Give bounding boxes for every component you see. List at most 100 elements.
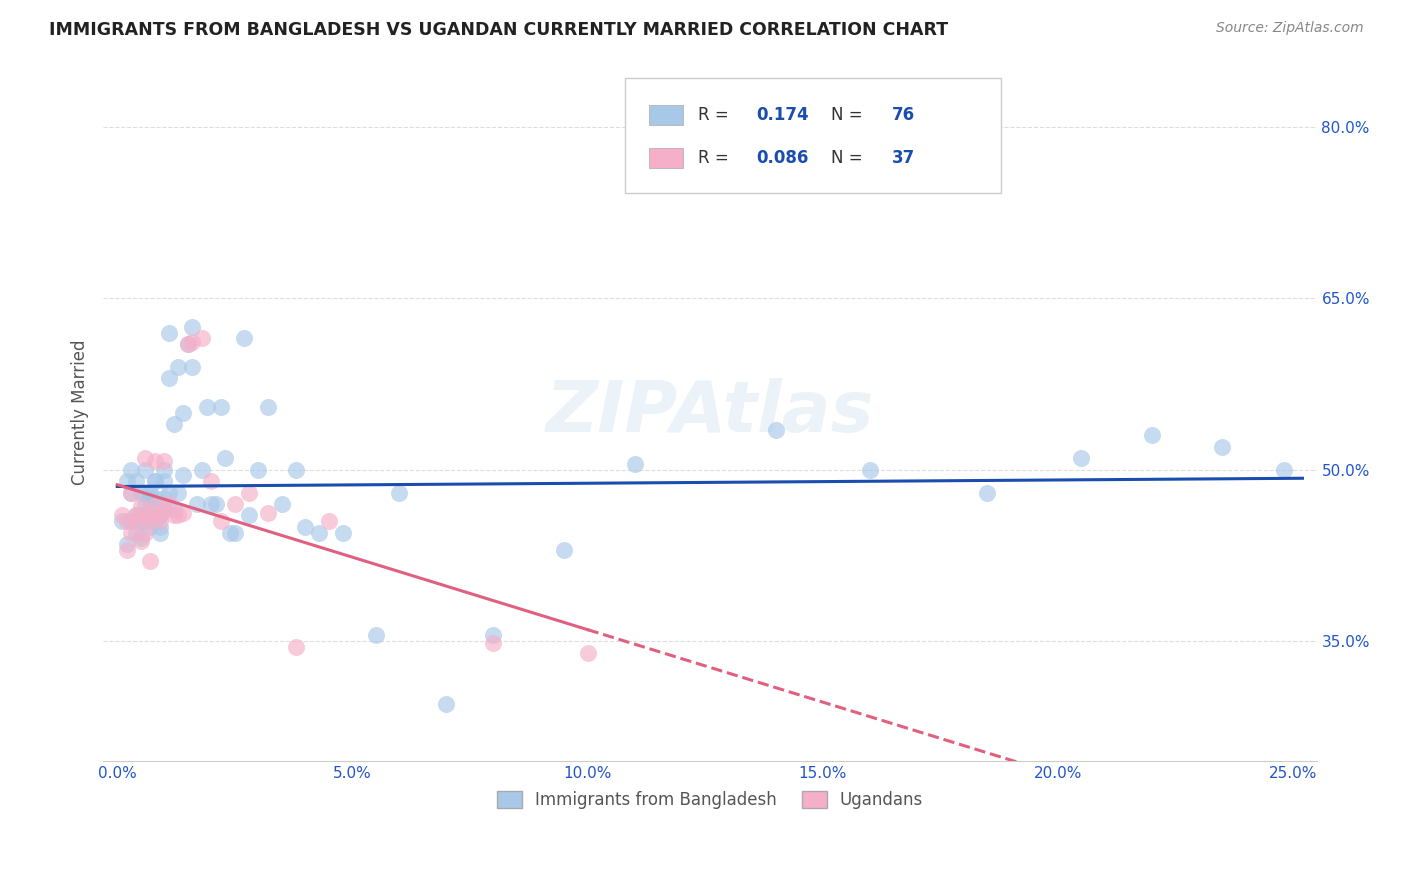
Point [143,453,166,467]
Point [157,371,180,385]
Point [233,331,256,345]
Point [139,497,162,511]
Point [134,514,156,528]
Point [120,525,142,540]
Point [1140,428,1163,442]
Point [177,337,200,351]
Point [129,531,152,545]
Point [148,520,170,534]
Point [153,463,176,477]
Point [134,463,156,477]
Text: ZIPAtlas: ZIPAtlas [546,378,875,447]
Point [153,474,176,488]
Point [129,514,152,528]
Point [172,406,194,420]
Point [181,334,204,349]
Point [125,508,148,523]
FancyBboxPatch shape [650,148,683,168]
Point [148,508,170,523]
Point [1211,440,1233,454]
Point [238,485,260,500]
Point [134,497,156,511]
Point [553,542,575,557]
Point [436,697,458,711]
Point [209,400,232,414]
Point [765,423,787,437]
Point [143,514,166,528]
Point [163,508,186,523]
Point [284,463,307,477]
FancyBboxPatch shape [624,78,1001,193]
Text: R =: R = [697,149,734,167]
Point [256,506,278,520]
Point [148,525,170,540]
Point [157,497,180,511]
Point [195,400,218,414]
Point [214,451,236,466]
Point [134,525,156,540]
Point [623,457,645,471]
Point [167,485,190,500]
Point [1272,463,1295,477]
Text: R =: R = [697,106,734,124]
Point [163,417,186,431]
Point [284,640,307,654]
Point [482,628,505,642]
Point [153,502,176,516]
Point [143,474,166,488]
Point [247,463,270,477]
Point [224,497,246,511]
Point [115,514,138,528]
Point [219,525,242,540]
Point [139,485,162,500]
Point [115,474,138,488]
Point [186,497,208,511]
Point [129,500,152,514]
Text: 37: 37 [891,149,915,167]
Point [859,463,882,477]
Point [318,514,340,528]
Point [134,451,156,466]
Point [125,508,148,523]
Point [139,491,162,506]
Text: Source: ZipAtlas.com: Source: ZipAtlas.com [1216,21,1364,35]
Point [129,485,152,500]
Point [125,474,148,488]
Point [238,508,260,523]
Point [139,514,162,528]
Point [111,508,134,523]
Point [181,319,204,334]
Point [172,506,194,520]
Point [1070,451,1092,466]
Point [976,485,998,500]
Point [148,508,170,523]
Point [125,525,148,540]
Point [143,474,166,488]
Point [181,359,204,374]
Point [129,533,152,548]
Point [134,485,156,500]
Point [576,646,599,660]
Point [191,463,214,477]
Text: IMMIGRANTS FROM BANGLADESH VS UGANDAN CURRENTLY MARRIED CORRELATION CHART: IMMIGRANTS FROM BANGLADESH VS UGANDAN CU… [49,21,948,38]
Point [256,400,278,414]
Point [120,485,142,500]
Point [139,508,162,523]
Point [200,497,222,511]
Text: 0.086: 0.086 [756,149,808,167]
Point [129,508,152,523]
Point [125,514,148,528]
Y-axis label: Currently Married: Currently Married [72,340,89,485]
Point [224,525,246,540]
Point [308,525,330,540]
Point [294,520,316,534]
Point [143,491,166,506]
Text: N =: N = [831,106,868,124]
Point [163,502,186,516]
Legend: Immigrants from Bangladesh, Ugandans: Immigrants from Bangladesh, Ugandans [489,784,929,815]
Point [153,491,176,506]
Point [139,520,162,534]
Point [139,554,162,568]
Point [120,485,142,500]
Point [115,537,138,551]
